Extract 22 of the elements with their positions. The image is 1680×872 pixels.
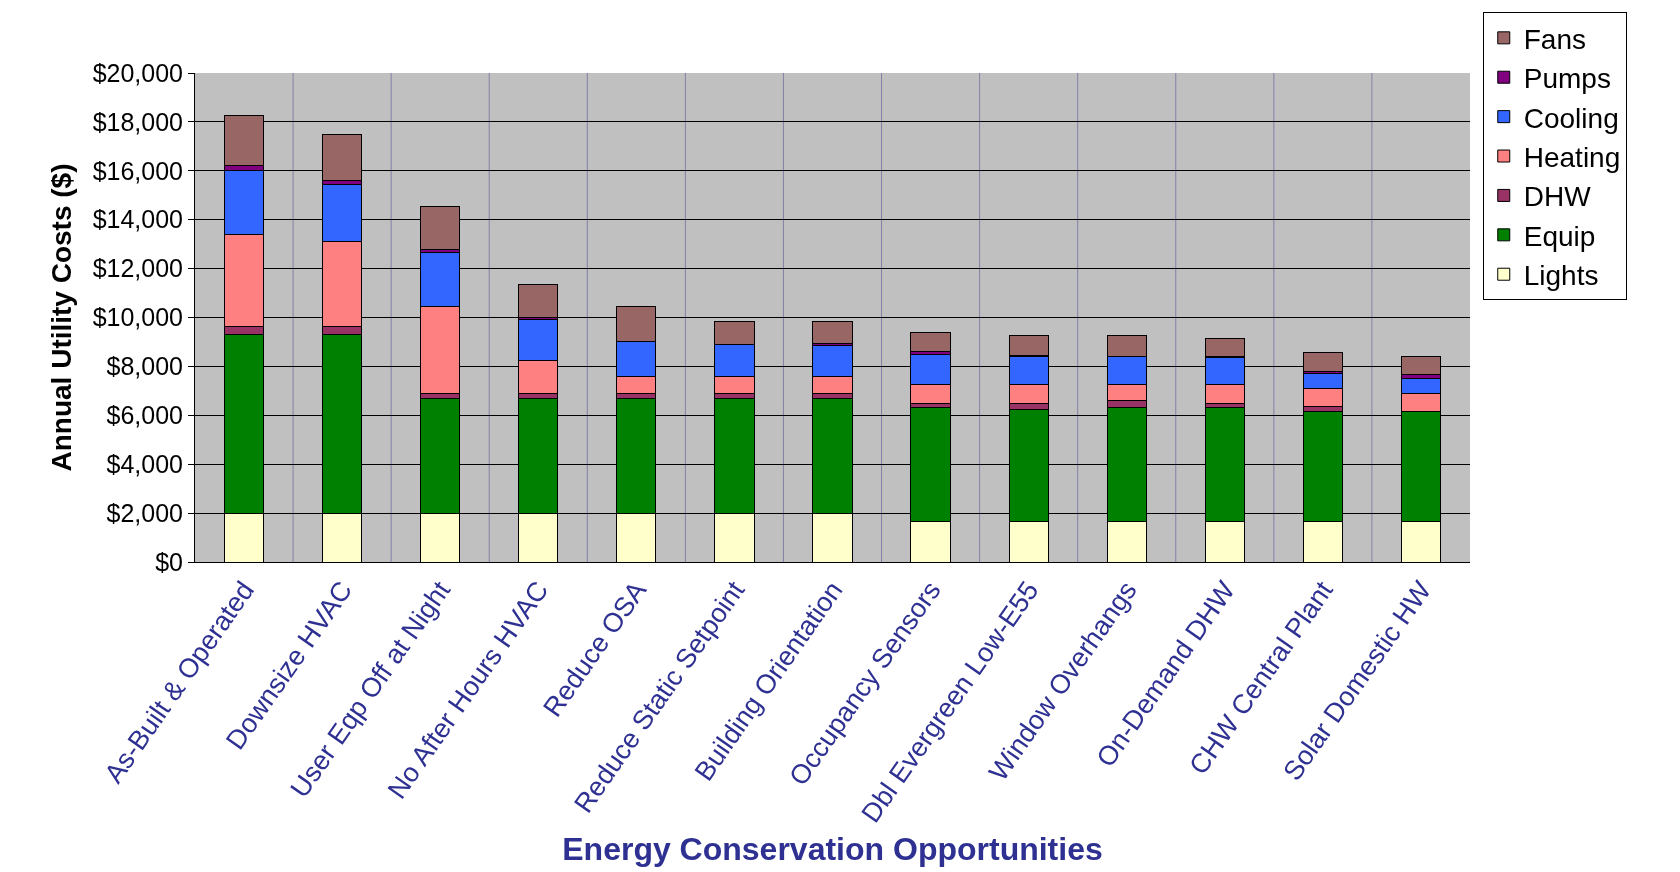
legend-label: Lights [1523,260,1599,292]
legend-label: Fans [1523,23,1586,55]
legend-label: Equip [1523,220,1596,252]
y-tick-label: $12,000 [92,254,183,283]
y-tick-label: $18,000 [92,107,183,136]
y-tick-label: $20,000 [92,58,183,87]
y-tick-label: $14,000 [92,205,183,234]
y-tick-label: $6,000 [106,401,183,430]
y-tick-label: $16,000 [92,156,183,185]
bar [910,331,951,353]
legend-label: Heating [1523,141,1621,173]
x-axis-title: Energy Conservation Opportunities [562,830,1103,867]
bar [812,320,853,344]
y-tick-label: $0 [155,547,183,576]
legend-label: Pumps [1523,63,1611,95]
y-tick-label: $2,000 [106,498,183,527]
y-tick-label: $4,000 [106,449,183,478]
legend-label: Cooling [1523,102,1619,134]
y-tick-label: $10,000 [92,303,183,332]
legend-label: DHW [1523,181,1592,213]
y-axis-title: Annual Utility Costs ($) [46,163,78,472]
y-tick-label: $8,000 [106,352,183,381]
